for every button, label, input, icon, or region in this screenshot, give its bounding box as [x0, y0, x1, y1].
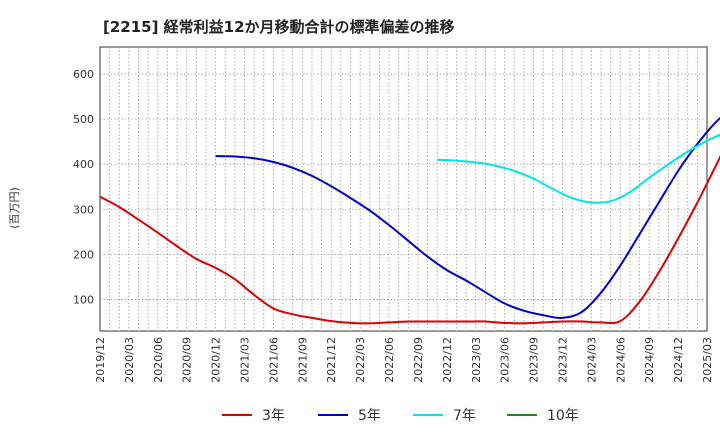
x-tick-label: 2023/06 [499, 337, 512, 383]
x-tick-label: 2024/12 [672, 337, 685, 383]
x-tick-label: 2020/06 [152, 337, 165, 383]
legend-item: 5年 [318, 403, 381, 427]
y-axis-label: (百万円) [8, 187, 21, 229]
legend-item: 3年 [222, 403, 285, 427]
legend: 3年 5年 7年 10年 [0, 403, 720, 427]
x-tick-label: 2021/03 [239, 337, 252, 383]
y-tick-label: 400 [73, 158, 94, 171]
x-tick-label: 2022/09 [412, 337, 425, 383]
x-tick-label: 2021/06 [267, 337, 280, 383]
plot-frame [99, 46, 708, 332]
x-tick-label: 2021/12 [325, 337, 338, 383]
x-tick-label: 2022/03 [354, 337, 367, 383]
x-tick-label: 2022/12 [441, 337, 454, 383]
x-tick-label: 2024/09 [643, 337, 656, 383]
legend-label: 3年 [262, 408, 285, 424]
x-tick-label: 2019/12 [94, 337, 107, 383]
legend-label: 5年 [358, 408, 381, 424]
legend-swatch [222, 414, 252, 416]
x-tick-label: 2024/03 [585, 337, 598, 383]
x-tick-label: 2021/09 [296, 337, 309, 383]
x-tick-label: 2024/06 [614, 337, 627, 383]
y-tick-label: 100 [73, 293, 94, 306]
series-line-3y [99, 155, 720, 325]
chart-plot: 2019/12 2020/03 2020/06 2020/09 2020/12 2021/… [8, 46, 720, 383]
x-tick-label: 2025/03 [701, 337, 714, 383]
legend-item: 7年 [413, 403, 476, 427]
chart-title: [2215] 経常利益12か月移動合計の標準偏差の推移 [103, 18, 455, 36]
x-tick-label: 2023/03 [470, 337, 483, 383]
x-tick-label: 2020/12 [210, 337, 223, 383]
y-tick-label: 500 [73, 113, 94, 126]
y-tick-label: 300 [73, 203, 94, 216]
x-tick-label: 2022/06 [383, 337, 396, 383]
x-tick-label: 2023/09 [528, 337, 541, 383]
series-line-5y [215, 116, 720, 320]
legend-swatch [507, 414, 537, 416]
legend-swatch [318, 414, 348, 416]
x-tick-label: 2020/09 [181, 337, 194, 383]
legend-item: 10年 [507, 403, 579, 427]
legend-label: 7年 [453, 408, 476, 424]
x-tick-label: 2023/12 [556, 337, 569, 383]
y-tick-label: 600 [73, 68, 94, 81]
y-tick-label: 200 [73, 248, 94, 261]
series-line-7y [437, 133, 720, 204]
legend-swatch [413, 414, 443, 416]
legend-label: 10年 [547, 408, 579, 424]
x-tick-label: 2020/03 [123, 337, 136, 383]
